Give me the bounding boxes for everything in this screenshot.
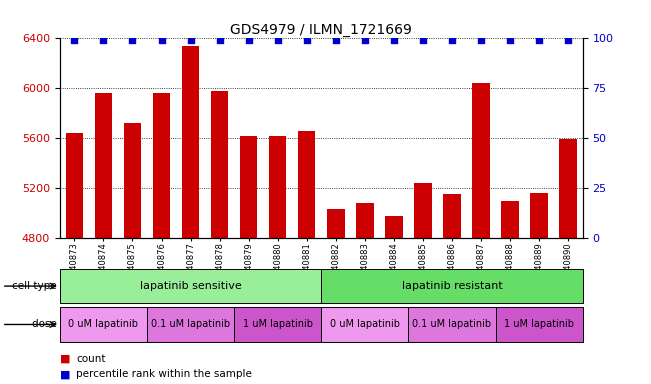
Text: cell type: cell type	[12, 281, 60, 291]
Text: 0.1 uM lapatinib: 0.1 uM lapatinib	[412, 319, 492, 329]
Text: lapatinib sensitive: lapatinib sensitive	[140, 281, 242, 291]
Text: percentile rank within the sample: percentile rank within the sample	[76, 369, 252, 379]
Point	[243, 37, 254, 43]
Bar	[327, 209, 344, 238]
Point	[476, 37, 486, 43]
Bar	[414, 183, 432, 238]
Point	[563, 37, 574, 43]
Text: 0 uM lapatinib: 0 uM lapatinib	[330, 319, 400, 329]
Bar	[298, 131, 316, 238]
Bar	[501, 200, 519, 238]
Point	[186, 37, 196, 43]
Point	[331, 37, 341, 43]
Text: 0 uM lapatinib: 0 uM lapatinib	[68, 319, 139, 329]
Point	[214, 37, 225, 43]
Bar	[321, 307, 408, 342]
Point	[447, 37, 457, 43]
Text: lapatinib resistant: lapatinib resistant	[402, 281, 503, 291]
Bar	[60, 269, 321, 303]
Point	[273, 37, 283, 43]
Point	[359, 37, 370, 43]
Bar	[559, 139, 577, 238]
Bar	[385, 215, 402, 238]
Bar	[153, 93, 171, 238]
Text: ■: ■	[60, 369, 70, 379]
Bar	[211, 91, 229, 238]
Bar	[321, 269, 583, 303]
Bar	[495, 307, 583, 342]
Text: count: count	[76, 354, 105, 364]
Text: dose: dose	[32, 319, 60, 329]
Bar	[124, 123, 141, 238]
Bar	[66, 133, 83, 238]
Text: 1 uM lapatinib: 1 uM lapatinib	[243, 319, 312, 329]
Bar	[240, 136, 257, 238]
Bar	[472, 83, 490, 238]
Point	[389, 37, 399, 43]
Point	[534, 37, 544, 43]
Bar	[531, 193, 547, 238]
Point	[505, 37, 515, 43]
Bar	[269, 136, 286, 238]
Title: GDS4979 / ILMN_1721669: GDS4979 / ILMN_1721669	[230, 23, 412, 37]
Text: 1 uM lapatinib: 1 uM lapatinib	[504, 319, 574, 329]
Text: ■: ■	[60, 354, 70, 364]
Bar	[234, 307, 321, 342]
Point	[301, 37, 312, 43]
Bar	[182, 46, 199, 238]
Bar	[356, 203, 374, 238]
Text: 0.1 uM lapatinib: 0.1 uM lapatinib	[151, 319, 230, 329]
Point	[156, 37, 167, 43]
Point	[128, 37, 138, 43]
Point	[69, 37, 79, 43]
Bar	[95, 93, 112, 238]
Point	[418, 37, 428, 43]
Bar	[443, 194, 461, 238]
Bar	[147, 307, 234, 342]
Bar	[408, 307, 495, 342]
Bar	[60, 307, 147, 342]
Point	[98, 37, 109, 43]
